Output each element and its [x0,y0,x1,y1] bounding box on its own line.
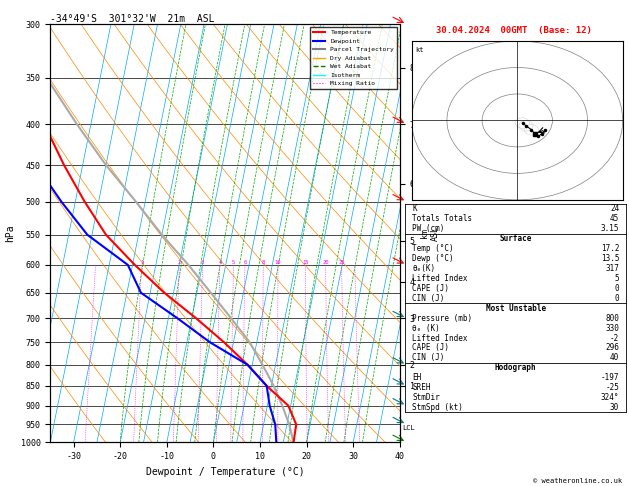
Text: 17.2: 17.2 [601,244,619,253]
Text: 330: 330 [605,324,619,332]
Text: 13.5: 13.5 [601,254,619,263]
Text: CIN (J): CIN (J) [412,294,445,303]
Text: 5: 5 [232,260,235,265]
Text: 8: 8 [262,260,265,265]
Text: 25: 25 [338,260,345,265]
Text: 6: 6 [243,260,247,265]
Text: kt: kt [415,47,424,52]
Text: θₑ (K): θₑ (K) [412,324,440,332]
Text: 45: 45 [610,214,619,224]
Text: 30.04.2024  00GMT  (Base: 12): 30.04.2024 00GMT (Base: 12) [436,26,592,35]
Text: Lifted Index: Lifted Index [412,274,467,283]
Text: 4: 4 [218,260,221,265]
Text: 0: 0 [615,284,619,293]
Text: θₑ(K): θₑ(K) [412,264,435,273]
Text: SREH: SREH [412,383,431,392]
Text: 2: 2 [177,260,181,265]
Text: 20: 20 [323,260,329,265]
Text: -197: -197 [601,373,619,382]
Text: 1: 1 [140,260,143,265]
Y-axis label: hPa: hPa [5,225,15,242]
Text: 324°: 324° [601,393,619,402]
Text: Most Unstable: Most Unstable [486,304,546,313]
Text: Temp (°C): Temp (°C) [412,244,454,253]
Text: © weatheronline.co.uk: © weatheronline.co.uk [533,478,623,484]
Text: Dewp (°C): Dewp (°C) [412,254,454,263]
Y-axis label: km
ASL: km ASL [420,226,440,241]
Text: 3: 3 [201,260,204,265]
Text: 24: 24 [610,205,619,213]
Text: K: K [412,205,416,213]
Legend: Temperature, Dewpoint, Parcel Trajectory, Dry Adiabat, Wet Adiabat, Isotherm, Mi: Temperature, Dewpoint, Parcel Trajectory… [311,27,397,89]
Text: -2: -2 [610,333,619,343]
Text: -34°49'S  301°32'W  21m  ASL: -34°49'S 301°32'W 21m ASL [50,14,215,23]
Text: 5: 5 [615,274,619,283]
X-axis label: Dewpoint / Temperature (°C): Dewpoint / Temperature (°C) [146,467,304,477]
Text: -25: -25 [605,383,619,392]
Text: 15: 15 [302,260,309,265]
Text: CAPE (J): CAPE (J) [412,284,449,293]
Text: Hodograph: Hodograph [495,364,537,372]
Text: 296: 296 [605,344,619,352]
Text: Pressure (mb): Pressure (mb) [412,313,472,323]
Text: 317: 317 [605,264,619,273]
Text: PW (cm): PW (cm) [412,225,445,233]
Text: Lifted Index: Lifted Index [412,333,467,343]
Text: 0: 0 [615,294,619,303]
Text: EH: EH [412,373,421,382]
Text: CIN (J): CIN (J) [412,353,445,363]
Text: Totals Totals: Totals Totals [412,214,472,224]
Text: CAPE (J): CAPE (J) [412,344,449,352]
Text: 3.15: 3.15 [601,225,619,233]
Text: 10: 10 [275,260,281,265]
Text: LCL: LCL [402,425,415,431]
Text: 30: 30 [610,403,619,412]
Text: StmSpd (kt): StmSpd (kt) [412,403,463,412]
Text: 40: 40 [610,353,619,363]
Text: StmDir: StmDir [412,393,440,402]
Text: 800: 800 [605,313,619,323]
Text: Surface: Surface [499,234,532,243]
